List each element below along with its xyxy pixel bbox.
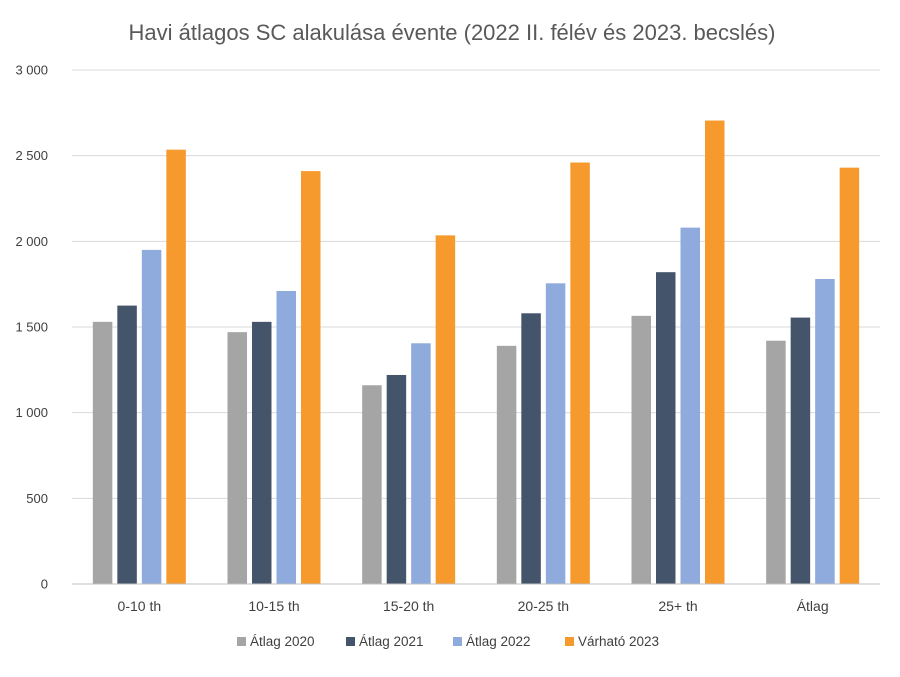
bar bbox=[227, 332, 247, 584]
bar bbox=[815, 279, 835, 584]
bar bbox=[276, 291, 296, 584]
bar bbox=[705, 120, 725, 584]
legend-label: Átlag 2022 bbox=[466, 634, 531, 649]
legend-swatch bbox=[565, 637, 574, 646]
bars bbox=[92, 120, 860, 585]
bar bbox=[631, 315, 651, 584]
y-tick-label: 0 bbox=[41, 577, 48, 592]
x-tick-label: 15-20 th bbox=[383, 598, 434, 614]
y-tick-label: 3 000 bbox=[15, 63, 48, 78]
legend: Átlag 2020 Átlag 2021 Átlag 2022 Várható 20… bbox=[237, 634, 659, 649]
chart-title: Havi átlagos SC alakulása évente (2022 I… bbox=[129, 20, 776, 45]
bar bbox=[141, 249, 162, 584]
bar bbox=[570, 162, 590, 584]
legend-label: Várható 2023 bbox=[578, 634, 659, 649]
bar bbox=[301, 171, 321, 584]
legend-swatch bbox=[237, 637, 246, 646]
bar bbox=[117, 305, 137, 584]
y-tick-label: 2 000 bbox=[15, 234, 48, 249]
bar bbox=[362, 385, 382, 584]
legend-label: Átlag 2020 bbox=[250, 634, 315, 649]
bar bbox=[166, 149, 186, 585]
x-tick-label: 25+ th bbox=[658, 598, 697, 614]
bar bbox=[521, 313, 541, 584]
bar bbox=[386, 374, 407, 584]
bar bbox=[411, 343, 431, 584]
gridlines bbox=[72, 69, 880, 499]
y-tick-label: 1 000 bbox=[15, 405, 48, 420]
x-tick-label: 10-15 th bbox=[248, 598, 299, 614]
y-tick-label: 2 500 bbox=[15, 148, 48, 163]
y-tick-label: 500 bbox=[26, 491, 48, 506]
y-axis-ticks: 0 500 1 000 1 500 2 000 2 500 3 000 bbox=[15, 63, 48, 592]
bar bbox=[680, 227, 700, 585]
bar bbox=[766, 340, 786, 584]
bar bbox=[656, 272, 676, 584]
bar bbox=[496, 345, 517, 584]
legend-swatch bbox=[453, 637, 462, 646]
x-tick-label: Átlag bbox=[797, 598, 829, 614]
bar bbox=[252, 321, 272, 584]
x-tick-label: 20-25 th bbox=[518, 598, 569, 614]
bar bbox=[839, 167, 860, 584]
bar bbox=[790, 317, 811, 584]
legend-swatch bbox=[346, 637, 355, 646]
legend-label: Átlag 2021 bbox=[359, 634, 424, 649]
x-tick-label: 0-10 th bbox=[118, 598, 162, 614]
bar bbox=[92, 321, 113, 584]
bar bbox=[435, 235, 456, 584]
x-axis: 0-10 th 10-15 th 15-20 th 20-25 th 25+ th Átl… bbox=[72, 583, 880, 614]
bar bbox=[545, 283, 566, 584]
y-tick-label: 1 500 bbox=[15, 320, 48, 335]
